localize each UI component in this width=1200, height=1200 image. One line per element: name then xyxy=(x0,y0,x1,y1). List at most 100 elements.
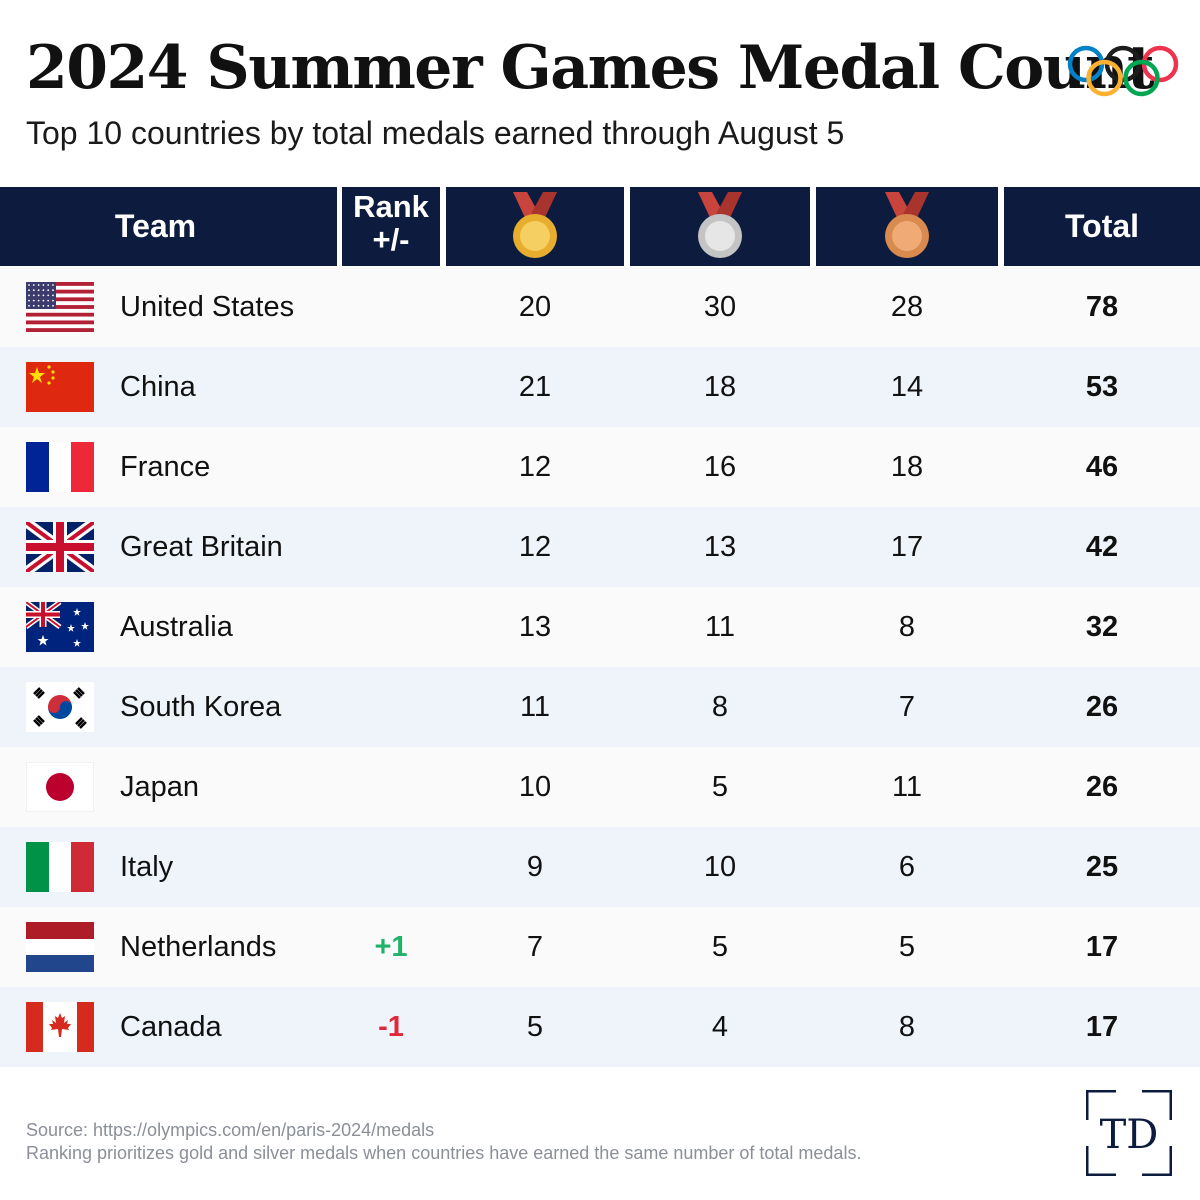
gold-medal-icon xyxy=(513,191,557,258)
total-count: 42 xyxy=(1085,530,1119,563)
silver-count: 10 xyxy=(703,850,737,883)
source-note: Source: https://olympics.com/en/paris-20… xyxy=(26,1120,435,1140)
total-count: 25 xyxy=(1085,850,1119,883)
table-row: China 21 18 14 53 xyxy=(0,347,1200,427)
team-name: United States xyxy=(120,290,295,323)
team-name: China xyxy=(120,370,196,403)
table-row: Canada -1 5 4 8 17 xyxy=(0,987,1200,1067)
column-header-bronze xyxy=(816,187,998,266)
olympic-rings-icon xyxy=(1067,45,1179,97)
silver-count: 11 xyxy=(704,610,736,643)
bronze-count: 14 xyxy=(890,370,924,403)
ranking-footnote: Ranking prioritizes gold and silver meda… xyxy=(26,1143,862,1163)
silver-count: 5 xyxy=(711,930,729,963)
bronze-medal-icon xyxy=(885,191,929,258)
total-count: 78 xyxy=(1085,290,1119,323)
gold-count: 10 xyxy=(518,770,552,803)
bronze-count: 6 xyxy=(898,850,916,883)
gold-count: 11 xyxy=(519,690,551,723)
gold-count: 9 xyxy=(526,850,544,883)
silver-count: 16 xyxy=(703,450,737,483)
bronze-count: 28 xyxy=(890,290,924,323)
gold-count: 12 xyxy=(518,530,552,563)
rank-change xyxy=(342,667,440,747)
silver-count: 18 xyxy=(703,370,737,403)
td-logo: TD xyxy=(1086,1090,1172,1176)
team-name: Great Britain xyxy=(120,530,283,563)
bronze-count: 18 xyxy=(890,450,924,483)
table-row: Australia 13 11 8 32 xyxy=(0,587,1200,667)
column-header-total: Total xyxy=(1004,187,1200,266)
table-row: France 12 16 18 46 xyxy=(0,427,1200,507)
rank-change xyxy=(342,267,440,347)
us-flag-icon xyxy=(26,282,94,332)
subtitle: Top 10 countries by total medals earned … xyxy=(26,115,845,151)
total-count: 26 xyxy=(1085,770,1119,803)
italy-flag-icon xyxy=(26,842,94,892)
gold-count: 5 xyxy=(526,1010,544,1043)
uk-flag-icon xyxy=(26,522,94,572)
total-count: 32 xyxy=(1085,610,1119,643)
page-title: 2024 Summer Games Medal Count xyxy=(26,33,1155,103)
table-row: Netherlands +1 7 5 5 17 xyxy=(0,907,1200,987)
south-korea-flag-icon xyxy=(26,682,94,732)
medal-table: Team Rank +/- xyxy=(0,187,1200,1067)
bronze-count: 5 xyxy=(898,930,916,963)
table-row: Great Britain 12 13 17 42 xyxy=(0,507,1200,587)
gold-count: 21 xyxy=(518,370,552,403)
column-header-team: Team xyxy=(0,187,337,266)
silver-medal-icon xyxy=(698,191,742,258)
bronze-count: 7 xyxy=(898,690,916,723)
total-count: 46 xyxy=(1085,450,1119,483)
bronze-count: 11 xyxy=(891,770,923,803)
rank-change xyxy=(342,587,440,667)
silver-count: 8 xyxy=(711,690,729,723)
silver-count: 30 xyxy=(703,290,737,323)
rank-change xyxy=(342,747,440,827)
team-name: Australia xyxy=(120,610,233,643)
gold-count: 20 xyxy=(518,290,552,323)
td-logo-text: TD xyxy=(1100,1112,1159,1158)
rank-change: +1 xyxy=(374,930,408,963)
column-header-silver xyxy=(630,187,810,266)
france-flag-icon xyxy=(26,442,94,492)
rank-change xyxy=(342,347,440,427)
table-row: Japan 10 5 11 26 xyxy=(0,747,1200,827)
silver-count: 5 xyxy=(711,770,729,803)
team-name: Canada xyxy=(120,1010,222,1043)
gold-count: 13 xyxy=(518,610,552,643)
bronze-count: 17 xyxy=(890,530,924,563)
table-row: Italy 9 10 6 25 xyxy=(0,827,1200,907)
bronze-count: 8 xyxy=(898,610,916,643)
column-header-gold xyxy=(446,187,624,266)
canada-flag-icon xyxy=(26,1002,94,1052)
team-name: Netherlands xyxy=(120,930,277,963)
bronze-count: 8 xyxy=(898,1010,916,1043)
team-name: Japan xyxy=(120,770,200,803)
team-name: France xyxy=(120,450,211,483)
gold-count: 12 xyxy=(518,450,552,483)
australia-flag-icon xyxy=(26,602,94,652)
rank-header-line2: +/- xyxy=(372,221,410,257)
rank-header-line1: Rank xyxy=(353,188,429,224)
rank-change xyxy=(342,427,440,507)
rank-change xyxy=(342,827,440,907)
table-row: South Korea 11 8 7 26 xyxy=(0,667,1200,747)
total-count: 53 xyxy=(1085,370,1119,403)
china-flag-icon xyxy=(26,362,94,412)
table-header: Team Rank +/- xyxy=(0,187,1200,267)
rank-change: -1 xyxy=(378,1010,404,1043)
column-header-rank-change: Rank +/- xyxy=(342,187,440,266)
rank-change xyxy=(342,507,440,587)
table-body: United States 20 30 28 78 China 21 18 14 53 France… xyxy=(0,267,1200,1067)
silver-count: 13 xyxy=(703,530,737,563)
japan-flag-icon xyxy=(26,762,94,812)
total-count: 17 xyxy=(1085,1010,1119,1043)
netherlands-flag-icon xyxy=(26,922,94,972)
total-count: 17 xyxy=(1085,930,1119,963)
team-name: Italy xyxy=(120,850,174,883)
gold-count: 7 xyxy=(526,930,544,963)
team-name: South Korea xyxy=(120,690,282,723)
table-row: United States 20 30 28 78 xyxy=(0,267,1200,347)
silver-count: 4 xyxy=(711,1010,729,1043)
